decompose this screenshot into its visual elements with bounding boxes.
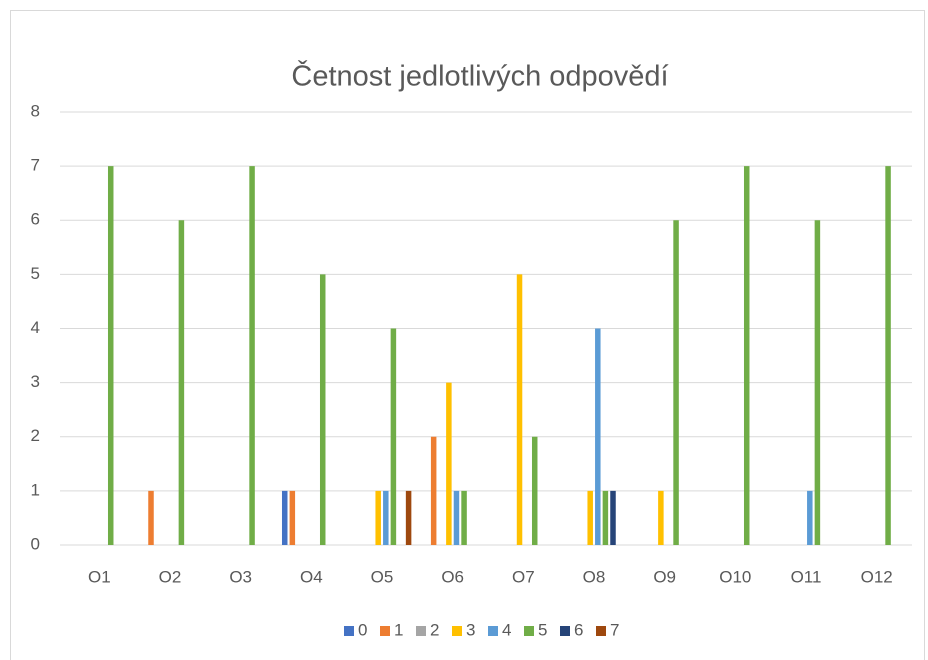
y-tick-label: 7 bbox=[31, 156, 40, 175]
bar bbox=[375, 490, 381, 545]
legend-swatch bbox=[344, 626, 354, 636]
y-tick-label: 0 bbox=[31, 534, 40, 553]
y-tick-label: 8 bbox=[31, 101, 40, 120]
bar bbox=[390, 328, 397, 545]
x-tick-label: O6 bbox=[441, 567, 464, 586]
bar bbox=[453, 490, 460, 545]
bar bbox=[281, 490, 288, 545]
bar bbox=[602, 490, 609, 545]
bar bbox=[383, 490, 389, 545]
bar bbox=[807, 490, 813, 545]
x-tick-label: O8 bbox=[583, 567, 606, 586]
y-tick-label: 5 bbox=[31, 264, 40, 283]
x-tick-label: O5 bbox=[371, 567, 394, 586]
legend-label: 6 bbox=[574, 620, 583, 639]
bar bbox=[743, 166, 750, 545]
legend-swatch bbox=[488, 626, 498, 636]
y-tick-label: 4 bbox=[31, 318, 40, 337]
bar bbox=[673, 220, 679, 545]
bar bbox=[595, 328, 601, 545]
x-tick-label: O2 bbox=[159, 567, 182, 586]
legend-label: 0 bbox=[358, 620, 367, 639]
bar bbox=[531, 436, 538, 545]
legend-label: 7 bbox=[610, 620, 619, 639]
legend-swatch bbox=[380, 626, 390, 636]
bar bbox=[587, 490, 593, 545]
x-tick-label: O3 bbox=[229, 567, 252, 586]
bar bbox=[658, 490, 664, 545]
x-tick-label: O9 bbox=[653, 567, 676, 586]
x-tick-label: O1 bbox=[88, 567, 111, 586]
bar bbox=[446, 382, 452, 545]
bar bbox=[178, 220, 185, 545]
legend-label: 4 bbox=[502, 620, 511, 639]
bar bbox=[885, 166, 891, 545]
bar bbox=[610, 490, 616, 545]
y-tick-label: 3 bbox=[31, 372, 40, 391]
x-tick-label: O12 bbox=[861, 567, 893, 586]
bar bbox=[461, 490, 467, 545]
bar bbox=[430, 436, 437, 545]
x-tick-label: O4 bbox=[300, 567, 323, 586]
y-tick-label: 1 bbox=[31, 480, 40, 499]
bar bbox=[814, 220, 821, 545]
x-tick-label: O7 bbox=[512, 567, 535, 586]
x-tick-label: O11 bbox=[791, 567, 822, 586]
y-tick-label: 2 bbox=[31, 426, 40, 445]
legend-swatch bbox=[452, 626, 462, 636]
bar bbox=[289, 490, 296, 545]
legend-swatch bbox=[596, 626, 606, 636]
legend-label: 2 bbox=[430, 620, 439, 639]
bar bbox=[405, 490, 412, 545]
legend-label: 1 bbox=[394, 620, 403, 639]
bar bbox=[148, 490, 154, 545]
legend-swatch bbox=[524, 626, 534, 636]
bar bbox=[516, 274, 523, 545]
legend-swatch bbox=[560, 626, 570, 636]
legend-label: 3 bbox=[466, 620, 475, 639]
chart-border bbox=[10, 10, 925, 660]
x-tick-label: O10 bbox=[719, 567, 751, 586]
y-tick-label: 6 bbox=[31, 210, 40, 229]
bar bbox=[319, 274, 326, 545]
bar bbox=[107, 166, 114, 545]
legend-label: 5 bbox=[538, 620, 547, 639]
chart-title: Četnost jedlotlivých odpovědí bbox=[291, 59, 668, 93]
legend-swatch bbox=[416, 626, 426, 636]
bar bbox=[249, 166, 255, 545]
